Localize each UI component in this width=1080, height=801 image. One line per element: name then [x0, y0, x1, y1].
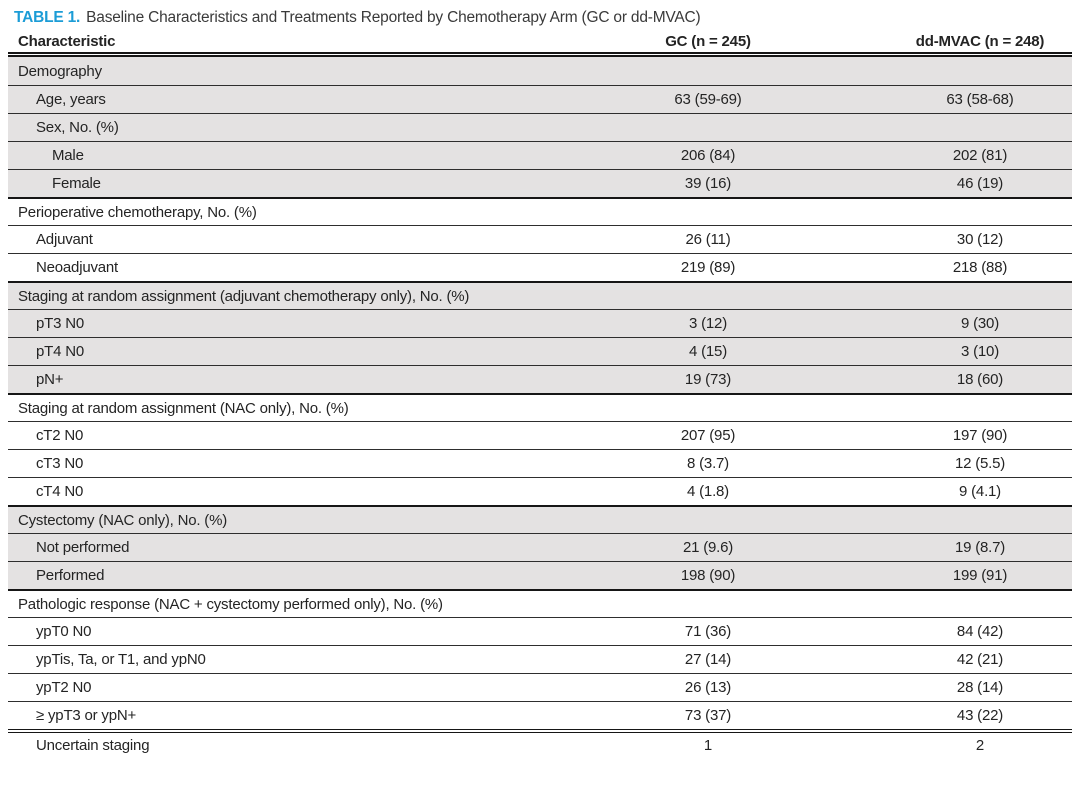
table-row: ≥ ypT3 or ypN+ 73 (37) 43 (22)	[8, 701, 1072, 729]
row-characteristic-label: Staging at random assignment (NAC only),…	[18, 399, 349, 417]
row-gc-value: 4 (1.8)	[687, 483, 729, 500]
row-gc-value: 19 (73)	[684, 371, 732, 388]
row-characteristic-label: ≥ ypT3 or ypN+	[36, 707, 137, 724]
row-characteristic-label: Uncertain staging	[36, 736, 150, 754]
row-ddmvac-value: 28 (14)	[956, 679, 1004, 696]
row-ddmvac-value: 19 (8.7)	[954, 539, 1006, 556]
table-row: pN+ 19 (73) 18 (60)	[8, 365, 1072, 393]
row-gc-value: 63 (59-69)	[674, 91, 742, 108]
row-characteristic-label: ypTis, Ta, or T1, and ypN0	[36, 651, 206, 668]
table-row: Pathologic response (NAC + cystectomy pe…	[8, 589, 1072, 617]
table-row: Staging at random assignment (NAC only),…	[8, 393, 1072, 421]
row-ddmvac-value: 199 (91)	[952, 567, 1008, 584]
row-ddmvac-value: 18 (60)	[956, 371, 1004, 388]
row-ddmvac-value: 3 (10)	[961, 343, 999, 360]
table-row: Adjuvant 26 (11) 30 (12)	[8, 225, 1072, 253]
row-ddmvac-value: 63 (58-68)	[946, 91, 1014, 108]
row-characteristic-label: Female	[52, 175, 101, 192]
row-ddmvac-value: 43 (22)	[956, 707, 1004, 724]
table-row: Cystectomy (NAC only), No. (%)	[8, 505, 1072, 533]
row-characteristic-label: Perioperative chemotherapy, No. (%)	[18, 203, 257, 221]
table-number-label: TABLE 1.	[14, 9, 81, 26]
table-row: Demography	[8, 57, 1072, 85]
row-ddmvac-value: 46 (19)	[956, 175, 1004, 192]
row-characteristic-label: Demography	[18, 62, 102, 80]
table-row: Perioperative chemotherapy, No. (%)	[8, 197, 1072, 225]
table-body: Demography Age, years 63 (59-69) 63 (58-…	[8, 57, 1072, 757]
row-characteristic-label: Pathologic response (NAC + cystectomy pe…	[18, 595, 443, 613]
row-gc-value: 27 (14)	[684, 651, 732, 668]
column-header-characteristic: Characteristic	[18, 33, 116, 50]
row-gc-value: 1	[703, 736, 713, 754]
row-characteristic-label: Not performed	[36, 539, 130, 556]
table-row: Age, years 63 (59-69) 63 (58-68)	[8, 85, 1072, 113]
row-gc-value: 8 (3.7)	[687, 455, 729, 472]
row-characteristic-label: ypT0 N0	[36, 623, 92, 640]
baseline-characteristics-table: TABLE 1. Baseline Characteristics and Tre…	[8, 0, 1072, 757]
row-gc-value: 21 (9.6)	[682, 539, 734, 556]
table-title: TABLE 1. Baseline Characteristics and Tre…	[8, 0, 1072, 31]
row-gc-value: 26 (13)	[684, 679, 732, 696]
table-row: Sex, No. (%)	[8, 113, 1072, 141]
row-gc-value: 3 (12)	[689, 315, 727, 332]
table-row: Male 206 (84) 202 (81)	[8, 141, 1072, 169]
row-gc-value: 73 (37)	[684, 707, 732, 724]
row-characteristic-label: Neoadjuvant	[36, 259, 119, 276]
table-row: pT3 N0 3 (12) 9 (30)	[8, 309, 1072, 337]
row-ddmvac-value: 84 (42)	[956, 623, 1004, 640]
row-characteristic-label: Cystectomy (NAC only), No. (%)	[18, 511, 228, 529]
row-characteristic-label: cT3 N0	[36, 455, 84, 472]
row-characteristic-label: ypT2 N0	[36, 679, 92, 696]
table-row: Not performed 21 (9.6) 19 (8.7)	[8, 533, 1072, 561]
row-characteristic-label: cT2 N0	[36, 427, 84, 444]
column-header-ddmvac: dd-MVAC (n = 248)	[915, 33, 1045, 50]
row-ddmvac-value: 9 (30)	[961, 315, 999, 332]
column-header-gc: GC (n = 245)	[665, 33, 751, 50]
table-row: cT4 N0 4 (1.8) 9 (4.1)	[8, 477, 1072, 505]
row-characteristic-label: Performed	[36, 567, 105, 584]
row-ddmvac-value: 202 (81)	[952, 147, 1008, 164]
row-characteristic-label: Age, years	[36, 91, 106, 108]
row-characteristic-label: Male	[52, 147, 84, 164]
table-row: ypT2 N0 26 (13) 28 (14)	[8, 673, 1072, 701]
row-characteristic-label: Sex, No. (%)	[36, 119, 119, 136]
row-ddmvac-value: 12 (5.5)	[954, 455, 1006, 472]
table-row: Neoadjuvant 219 (89) 218 (88)	[8, 253, 1072, 281]
row-gc-value: 26 (11)	[685, 231, 731, 248]
table-row: ypT0 N0 71 (36) 84 (42)	[8, 617, 1072, 645]
row-gc-value: 219 (89)	[680, 259, 736, 276]
row-characteristic-label: Adjuvant	[36, 231, 93, 248]
row-gc-value: 207 (95)	[680, 427, 736, 444]
table-row: Staging at random assignment (adjuvant c…	[8, 281, 1072, 309]
row-gc-value: 39 (16)	[684, 175, 732, 192]
row-gc-value: 198 (90)	[680, 567, 736, 584]
row-characteristic-label: Staging at random assignment (adjuvant c…	[18, 287, 470, 305]
row-ddmvac-value: 218 (88)	[952, 259, 1008, 276]
row-gc-value: 4 (15)	[689, 343, 727, 360]
table-row: Performed 198 (90) 199 (91)	[8, 561, 1072, 589]
table-row: Female 39 (16) 46 (19)	[8, 169, 1072, 197]
row-ddmvac-value: 30 (12)	[956, 231, 1004, 248]
row-gc-value: 71 (36)	[684, 623, 732, 640]
row-characteristic-label: pT3 N0	[36, 315, 84, 332]
row-ddmvac-value: 42 (21)	[956, 651, 1004, 668]
table-row: ypTis, Ta, or T1, and ypN0 27 (14) 42 (2…	[8, 645, 1072, 673]
table-row: cT2 N0 207 (95) 197 (90)	[8, 421, 1072, 449]
row-gc-value: 206 (84)	[680, 147, 736, 164]
row-ddmvac-value: 2	[975, 736, 985, 754]
row-characteristic-label: pN+	[36, 371, 64, 388]
row-characteristic-label: pT4 N0	[36, 343, 84, 360]
row-characteristic-label: cT4 N0	[36, 483, 84, 500]
table-row: cT3 N0 8 (3.7) 12 (5.5)	[8, 449, 1072, 477]
table-header-row: Characteristic GC (n = 245) dd-MVAC (n =…	[8, 31, 1072, 57]
row-ddmvac-value: 197 (90)	[952, 427, 1008, 444]
table-row: Uncertain staging 1 2	[8, 729, 1072, 757]
row-ddmvac-value: 9 (4.1)	[959, 483, 1001, 500]
table-title-text: Baseline Characteristics and Treatments …	[86, 9, 701, 26]
table-row: pT4 N0 4 (15) 3 (10)	[8, 337, 1072, 365]
